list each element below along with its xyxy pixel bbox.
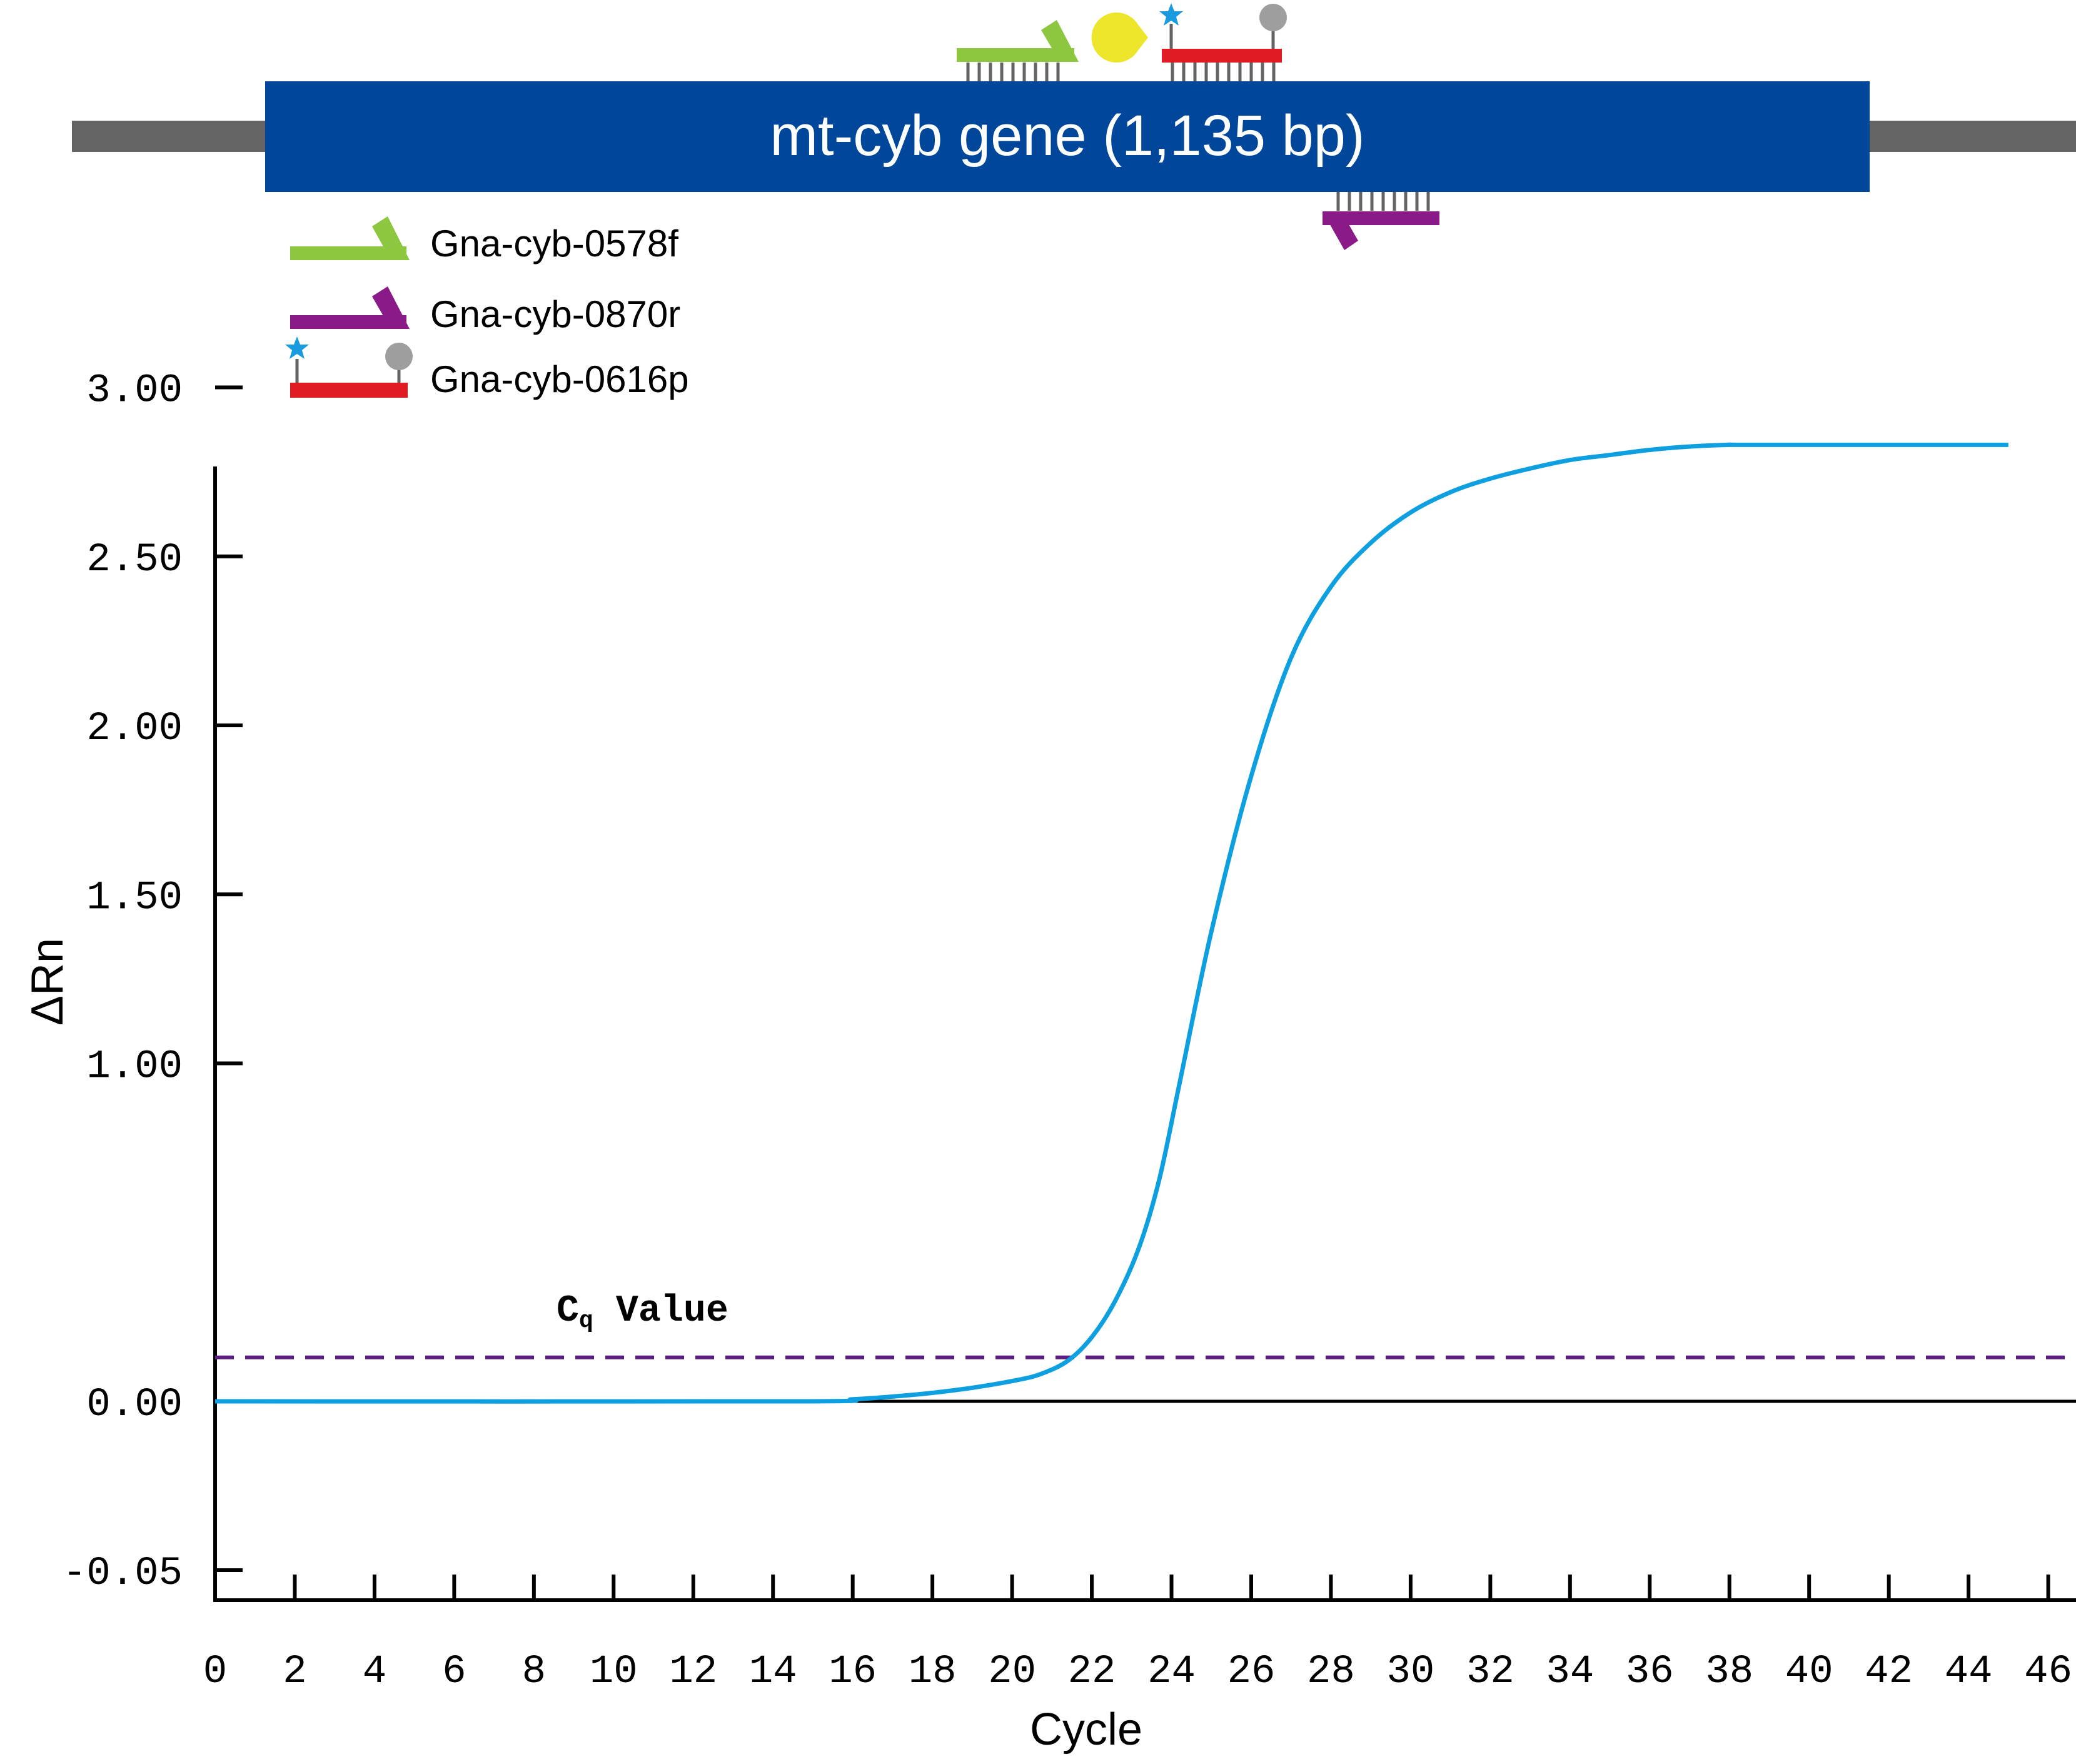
- polymerase-icon: [1091, 13, 1148, 63]
- flank-left: [72, 121, 272, 152]
- x-tick-label: 28: [1307, 1650, 1355, 1695]
- x-tick-label: 6: [442, 1650, 466, 1695]
- y-ticks: -0.05 0.00 1.00 1.50 2.00 2.50 3.00: [63, 369, 243, 1596]
- forward-primer-icon: [290, 246, 406, 260]
- x-tick-label: 0: [203, 1650, 227, 1695]
- x-tick-label: 24: [1147, 1650, 1196, 1695]
- legend-item-probe: Gna-cyb-0616p: [285, 336, 689, 400]
- y-tick-label: 2.00: [86, 707, 183, 752]
- probe-icon: [290, 383, 408, 398]
- quencher-icon: [385, 343, 413, 370]
- gene-label: mt-cyb gene (1,135 bp): [770, 104, 1364, 168]
- flank-right: [1863, 121, 2076, 152]
- x-tick-label: 20: [988, 1650, 1036, 1695]
- x-tick-label: 26: [1227, 1650, 1276, 1695]
- x-tick-label: 4: [363, 1650, 386, 1695]
- y-axis-label: ΔRn: [23, 938, 73, 1026]
- y-tick-label: -0.05: [63, 1551, 183, 1596]
- threshold-label: Cq Value: [557, 1290, 728, 1334]
- reporter-star-icon: [285, 336, 309, 359]
- x-axis-label: Cycle: [1030, 1705, 1142, 1755]
- x-tick-label: 38: [1705, 1650, 1753, 1695]
- x-tick-label: 44: [1945, 1650, 1993, 1695]
- x-tick-label: 8: [522, 1650, 546, 1695]
- legend: Gna-cyb-0578f Gna-cyb-0870r Gna-cyb-0616…: [285, 216, 689, 400]
- y-tick-label: 1.50: [86, 875, 183, 920]
- x-tick-label: 16: [829, 1650, 877, 1695]
- legend-label: Gna-cyb-0616p: [430, 358, 689, 400]
- x-tick-label: 40: [1785, 1650, 1833, 1695]
- reporter-star-icon: [1159, 3, 1183, 26]
- threshold-label-sub: q: [579, 1308, 593, 1334]
- reverse-primer-on-gene: [1323, 192, 1439, 250]
- x-tick-label: 18: [909, 1650, 957, 1695]
- x-tick-label: 10: [590, 1650, 638, 1695]
- threshold-label-main: C: [557, 1290, 579, 1333]
- legend-label: Gna-cyb-0870r: [430, 293, 680, 335]
- gene-diagram: mt-cyb gene (1,135 bp): [72, 3, 2076, 400]
- x-tick-label: 30: [1386, 1650, 1434, 1695]
- amplification-curve: [214, 442, 2008, 1404]
- quencher-icon: [1259, 4, 1287, 31]
- amplification-chart: -0.050.001.001.502.002.503.00 0 2 4 6 8 10 12 1…: [23, 369, 2076, 1755]
- x-tick-label: 12: [669, 1650, 717, 1695]
- y-tick-label: 3.00: [86, 369, 183, 414]
- legend-item-forward-primer: Gna-cyb-0578f: [290, 216, 678, 265]
- x-tick-label: 36: [1626, 1650, 1674, 1695]
- y-tick-label: 1.00: [86, 1045, 183, 1090]
- legend-label: Gna-cyb-0578f: [430, 223, 678, 265]
- forward-primer-on-gene: [957, 20, 1079, 81]
- x-ticks: 0 2 4 6 8 10 12 14 16 18 20 22 24 26 28 30 32 34 36 38 40 42 4…: [203, 1575, 2072, 1695]
- x-tick-label: 14: [749, 1650, 797, 1695]
- reverse-primer-icon: [290, 315, 406, 329]
- probe-on-gene: [1159, 3, 1287, 81]
- gene-bar: [265, 81, 1870, 192]
- threshold-label-rest: Value: [593, 1290, 728, 1333]
- legend-item-reverse-primer: Gna-cyb-0870r: [290, 286, 680, 335]
- x-tick-label: 22: [1068, 1650, 1116, 1695]
- x-tick-label: 32: [1466, 1650, 1514, 1695]
- x-tick-label: 2: [283, 1650, 306, 1695]
- y-tick-label: 2.50: [86, 538, 183, 583]
- y-tick-label: 0.00: [86, 1383, 183, 1428]
- x-tick-label: 46: [2024, 1650, 2072, 1695]
- x-tick-label: 42: [1865, 1650, 1913, 1695]
- plot-area: -0.050.001.001.502.002.503.00 0 2 4 6 8 10 12 1…: [63, 369, 2076, 1695]
- x-tick-label: 34: [1546, 1650, 1594, 1695]
